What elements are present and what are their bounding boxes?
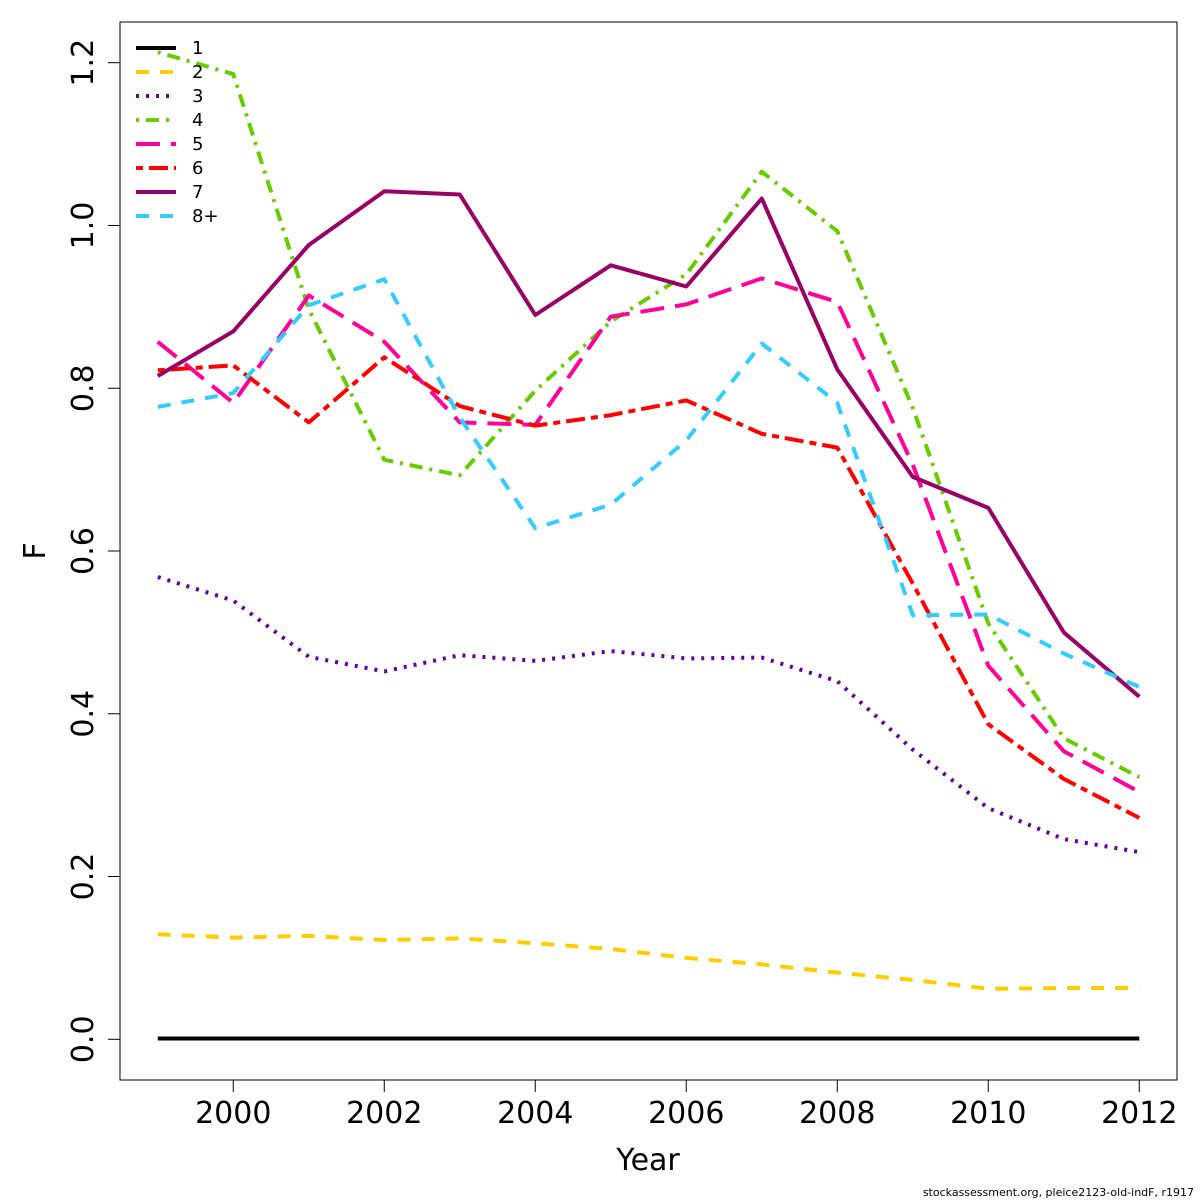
series-line-8plus [157, 277, 1141, 689]
y-tick-label: 0.8 [66, 364, 101, 412]
series-line-3 [157, 575, 1140, 855]
legend-label: 6 [192, 158, 203, 179]
x-tick-label: 2006 [648, 1096, 724, 1131]
y-tick-label: 0.0 [66, 1015, 101, 1063]
series-line-4 [157, 50, 1141, 779]
y-tick-label: 1.2 [66, 39, 101, 87]
legend-label: 5 [192, 134, 203, 155]
plot-frame [119, 21, 1178, 1081]
legend: 1 2 3 4 5 6 7 8+ [136, 38, 219, 227]
legend-label: 1 [192, 38, 203, 59]
x-tick-label: 2010 [950, 1096, 1026, 1131]
legend-label: 2 [192, 62, 203, 83]
legend-label: 8+ [192, 206, 219, 227]
y-axis-title: F [18, 542, 53, 559]
legend-label: 7 [192, 182, 203, 203]
x-axis: 2000 2002 2004 2006 2008 2010 2012 [195, 1079, 1177, 1131]
x-tick-label: 2000 [195, 1096, 271, 1131]
y-tick-label: 1.0 [66, 202, 101, 250]
y-axis: 0.0 0.2 0.4 0.6 0.8 1.0 1.2 [66, 39, 121, 1063]
series-line-2 [157, 932, 1140, 991]
legend-label: 3 [192, 86, 203, 107]
x-tick-label: 2002 [346, 1096, 422, 1131]
y-tick-label: 0.6 [66, 527, 101, 575]
x-tick-label: 2008 [799, 1096, 875, 1131]
series-line-5 [156, 276, 1141, 794]
x-tick-label: 2004 [497, 1096, 573, 1131]
series-line-7 [156, 189, 1141, 699]
credit-text: stockassessment.org, pleice2123-old-indF… [923, 1186, 1194, 1199]
series-line-6 [157, 355, 1141, 820]
y-tick-label: 0.2 [66, 853, 101, 901]
legend-label: 4 [192, 110, 203, 131]
x-axis-title: Year [615, 1143, 680, 1178]
x-tick-label: 2012 [1101, 1096, 1177, 1131]
y-tick-label: 0.4 [66, 690, 101, 738]
series-layer [156, 50, 1141, 1041]
